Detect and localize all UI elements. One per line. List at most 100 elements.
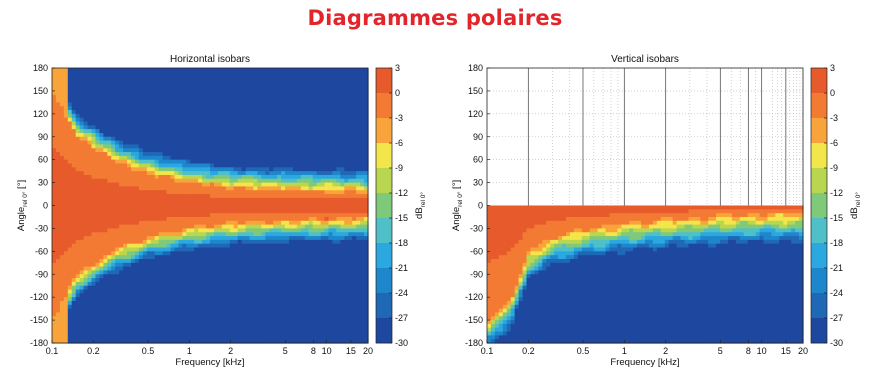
heatmap-cell: [249, 316, 255, 321]
heatmap-cell: [241, 98, 247, 103]
heatmap-cell: [261, 316, 266, 321]
heatmap-cell: [316, 224, 322, 230]
heatmap-cell: [245, 205, 251, 210]
heatmap-cell: [111, 87, 116, 92]
heatmap-cell: [111, 194, 116, 199]
heatmap-cell: [111, 68, 116, 73]
heatmap-cell: [190, 87, 195, 92]
heatmap-cell: [296, 174, 302, 180]
heatmap-cell: [300, 106, 306, 111]
heatmap-cell: [308, 167, 314, 172]
heatmap-cell: [67, 304, 73, 310]
heatmap-cell: [170, 132, 176, 138]
heatmap-cell: [59, 262, 65, 268]
heatmap-cell: [289, 331, 294, 336]
heatmap-cell: [115, 262, 120, 268]
heatmap-cell: [71, 163, 77, 168]
heatmap-cell: [107, 228, 112, 233]
heatmap-cell: [138, 320, 144, 325]
heatmap-cell: [99, 316, 104, 321]
heatmap-cell: [186, 251, 191, 256]
heatmap-cell: [95, 197, 100, 203]
heatmap-cell: [289, 209, 294, 214]
heatmap-cell: [83, 251, 89, 256]
heatmap-cell: [316, 117, 322, 123]
heatmap-cell: [277, 132, 282, 138]
heatmap-cell: [170, 320, 176, 325]
heatmap-cell: [202, 216, 207, 222]
heatmap-cell: [142, 102, 148, 107]
heatmap-cell: [83, 266, 89, 272]
heatmap-cell: [142, 220, 148, 226]
heatmap-cell: [320, 94, 326, 100]
heatmap-cell: [182, 251, 187, 256]
heatmap-cell: [91, 125, 97, 130]
heatmap-cell: [229, 297, 235, 302]
heatmap-cell: [103, 274, 108, 279]
heatmap-cell: [229, 281, 235, 287]
heatmap-cell: [221, 236, 227, 241]
heatmap-cell: [67, 236, 73, 241]
heatmap-cell: [182, 285, 187, 291]
heatmap-cell: [158, 255, 164, 260]
heatmap-cell: [300, 308, 306, 314]
heatmap-cell: [277, 197, 282, 203]
heatmap-cell: [277, 297, 282, 302]
heatmap-cell: [296, 247, 302, 252]
heatmap-cell: [55, 236, 61, 241]
heatmap-cell: [52, 228, 57, 233]
heatmap-cell: [142, 281, 148, 287]
heatmap-cell: [249, 71, 255, 77]
heatmap-cell: [131, 102, 136, 107]
heatmap-cell: [107, 239, 112, 245]
heatmap-cell: [162, 293, 168, 298]
heatmap-cell: [206, 71, 211, 77]
heatmap-cells: [52, 68, 369, 344]
heatmap-cell: [210, 270, 215, 275]
heatmap-cell: [75, 190, 81, 195]
heatmap-cell: [75, 285, 81, 291]
heatmap-cell: [71, 155, 77, 161]
heatmap-cell: [289, 266, 294, 272]
heatmap-cell: [115, 297, 120, 302]
heatmap-cell: [320, 251, 326, 256]
heatmap-cell: [79, 94, 85, 100]
heatmap-cell: [245, 327, 251, 333]
heatmap-cell: [265, 90, 270, 96]
heatmap-cell: [87, 285, 93, 291]
heatmap-cell: [63, 159, 69, 165]
heatmap-cell: [127, 327, 132, 333]
heatmap-cell: [229, 216, 235, 222]
heatmap-cell: [225, 171, 231, 176]
heatmap-cell: [269, 182, 274, 187]
heatmap-cell: [281, 216, 286, 222]
heatmap-cell: [221, 190, 227, 195]
heatmap-cell: [265, 171, 270, 176]
heatmap-cell: [158, 132, 164, 138]
heatmap-cell: [273, 68, 278, 73]
heatmap-cell: [269, 110, 274, 115]
heatmap-cell: [237, 178, 243, 184]
heatmap-cell: [127, 205, 132, 210]
heatmap-cell: [154, 186, 160, 191]
heatmap-cell: [225, 255, 231, 260]
heatmap-cell: [162, 270, 168, 275]
heatmap-cell: [308, 300, 314, 306]
heatmap-cell: [210, 266, 215, 272]
heatmap-cell: [281, 163, 286, 168]
heatmap-cell: [210, 83, 215, 88]
heatmap-cell: [103, 75, 108, 81]
heatmap-cell: [79, 247, 85, 252]
heatmap-cell: [142, 129, 148, 134]
heatmap-cell: [52, 289, 57, 294]
heatmap-cell: [285, 304, 290, 310]
heatmap-cell: [123, 129, 128, 134]
heatmap-cell: [194, 68, 199, 73]
heatmap-cell: [87, 262, 93, 268]
heatmap-cell: [111, 113, 116, 119]
heatmap-cell: [178, 274, 183, 279]
heatmap-cell: [63, 220, 69, 226]
heatmap-cell: [273, 155, 278, 161]
heatmap-cell: [178, 83, 183, 88]
heatmap-cell: [253, 278, 258, 283]
